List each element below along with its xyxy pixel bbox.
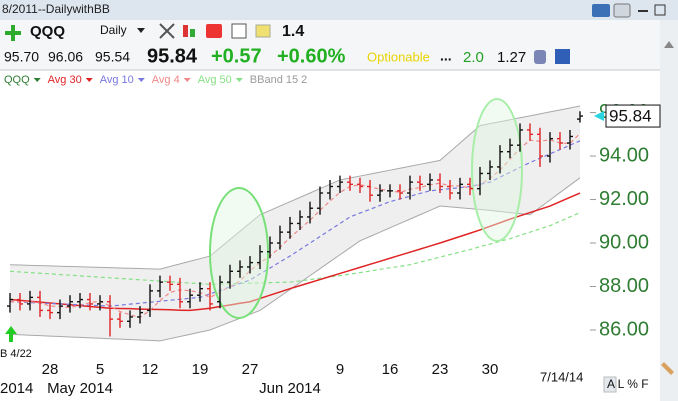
legend-arrow	[137, 78, 145, 82]
open-price: 95.70	[4, 49, 39, 65]
x-tick-label: 12	[142, 361, 159, 378]
x-tick-label: 9	[336, 361, 344, 378]
x-tick-label: 16	[382, 361, 399, 378]
note-icon[interactable]	[255, 24, 271, 38]
alarm-icon[interactable]	[206, 24, 222, 38]
legend-entry[interactable]: Avg 10	[100, 74, 134, 86]
tab-box	[603, 376, 617, 393]
last-price: 95.84	[147, 45, 198, 67]
legend-arrow	[183, 78, 191, 82]
change: +0.57	[211, 45, 262, 67]
plot-area	[9, 105, 581, 342]
legend-entry[interactable]: QQQ	[4, 74, 30, 86]
symbol[interactable]: QQQ	[30, 23, 65, 40]
menu-button[interactable]	[613, 3, 631, 18]
y-tick-label: 92.00	[599, 188, 649, 210]
scroll-up[interactable]	[664, 41, 674, 48]
legend-entry[interactable]: Avg 50	[198, 74, 232, 86]
high-price: 96.06	[48, 49, 83, 65]
legend-entry[interactable]: BBand 15 2	[250, 74, 308, 86]
annotation-ellipse	[471, 98, 523, 242]
x-tick-label: 19	[192, 361, 209, 378]
low-price: 95.54	[95, 49, 130, 65]
buy-arrow	[5, 326, 17, 342]
month-label: Jun 2014	[259, 380, 321, 397]
moving-average	[9, 212, 581, 285]
share-button[interactable]	[592, 4, 610, 17]
y-tick-label: 94.00	[599, 144, 649, 166]
moving-average	[9, 140, 581, 307]
band-upper	[9, 105, 581, 270]
moving-average	[10, 133, 581, 319]
moving-average	[9, 192, 581, 312]
tools-icon[interactable]	[159, 23, 175, 39]
y-tick-label: 88.00	[599, 275, 649, 297]
date-label: 7/14/14	[540, 369, 583, 384]
legend-arrow	[33, 78, 41, 82]
scrollbar[interactable]	[660, 20, 678, 401]
x-tick-label: 5	[96, 361, 104, 378]
y-tick-label: 86.00	[599, 318, 649, 340]
value-a: 2.0	[463, 49, 484, 66]
legend-entry[interactable]: Avg 4	[152, 74, 180, 86]
chart-icon[interactable]	[183, 25, 188, 37]
x-tick-label: 30	[482, 361, 499, 378]
maximize-button[interactable]	[654, 4, 666, 16]
x-tick-label: 28	[42, 361, 59, 378]
last-price-box	[605, 104, 661, 128]
legend-arrow	[235, 78, 243, 82]
band-lower	[9, 177, 581, 342]
buy-label: B 4/22	[0, 348, 32, 360]
x-tick-label: 27	[242, 361, 259, 378]
legend-entry[interactable]: Avg 30	[48, 74, 82, 86]
calendar-icon[interactable]	[231, 23, 247, 39]
timeframe[interactable]: Daily	[100, 23, 127, 37]
annotation-ellipse	[209, 187, 269, 319]
more[interactable]: ...	[440, 48, 452, 64]
value-b: 1.27	[497, 49, 526, 66]
chart-icon-2	[190, 29, 195, 37]
add-button[interactable]	[5, 25, 21, 41]
window-title: 8/2011--DailywithBB	[2, 2, 110, 16]
last-price-label: 95.84	[609, 107, 652, 126]
timeframe-arrow[interactable]	[137, 28, 145, 33]
zoom-value: 1.4	[282, 23, 304, 40]
pencil-icon[interactable]	[661, 362, 674, 375]
optionable: Optionable	[367, 49, 430, 64]
axes: 86.0088.0090.0092.0094.0096.0095.8428512…	[0, 101, 661, 397]
price-bars	[7, 111, 583, 337]
month-label: May 2014	[47, 380, 113, 397]
month-label: 2014	[0, 380, 33, 397]
title-bar	[0, 0, 678, 20]
db-icon[interactable]	[534, 50, 546, 64]
last-price-pointer	[594, 111, 604, 122]
band-fill	[10, 106, 580, 341]
footer-tabs[interactable]: A L % F	[607, 377, 649, 391]
legend-arrow	[85, 78, 93, 82]
x-tick-label: 23	[432, 361, 449, 378]
change-percent: +0.60%	[277, 45, 346, 67]
save-icon[interactable]	[555, 49, 570, 64]
y-tick-label: 90.00	[599, 231, 649, 253]
